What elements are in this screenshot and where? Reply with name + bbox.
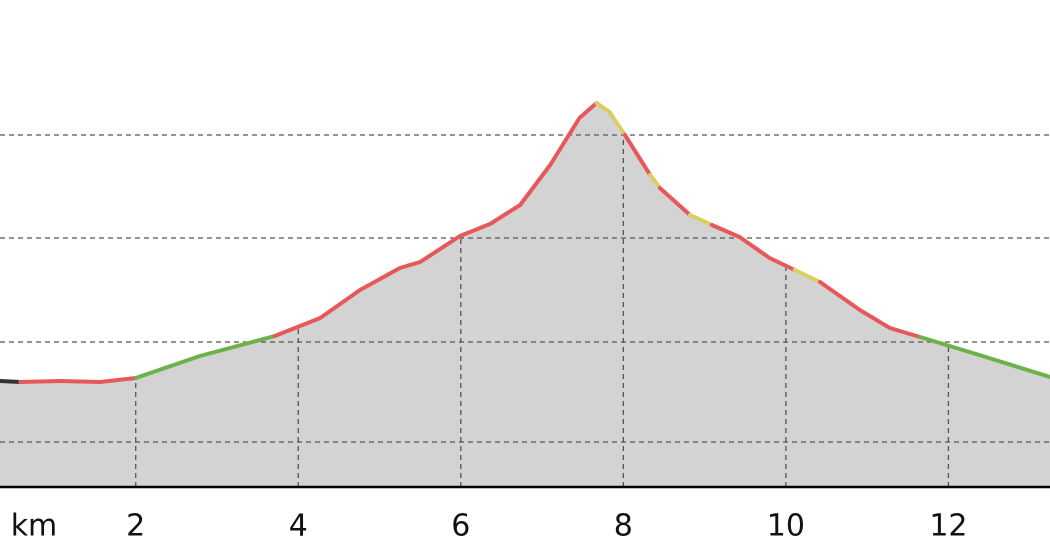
elevation-line [0,379,23,384]
x-tick-label: 6 [451,509,470,544]
elevation-line [272,101,599,338]
x-tick-label: 2 [126,509,145,544]
elevation-area [819,281,921,488]
elevation-area [919,336,1050,488]
elevation-area [0,380,21,488]
elevation-line [133,334,277,380]
elevation-line [657,186,692,217]
x-tick-label: 8 [614,509,633,544]
x-unit-label: km [11,509,58,544]
elevation-area [624,133,651,488]
elevation-line [792,268,823,284]
elevation-line [594,101,627,137]
elevation-area [596,102,626,488]
elevation-area [689,214,713,488]
elevation-area [135,335,275,488]
elevation-area [649,174,661,488]
x-tick-label: 4 [289,509,308,544]
elevation-area [20,377,137,488]
elevation-line [917,335,1050,379]
elevation-area [794,269,821,488]
x-tick-label: 12 [929,509,967,544]
x-tick-label: 10 [767,509,805,544]
elevation-line [18,376,138,384]
elevation-line [818,280,922,339]
elevation-area [274,102,597,488]
elevation-line [648,173,662,190]
elevation-line [709,223,797,272]
elevation-line [687,213,714,227]
elevation-line [622,133,653,177]
